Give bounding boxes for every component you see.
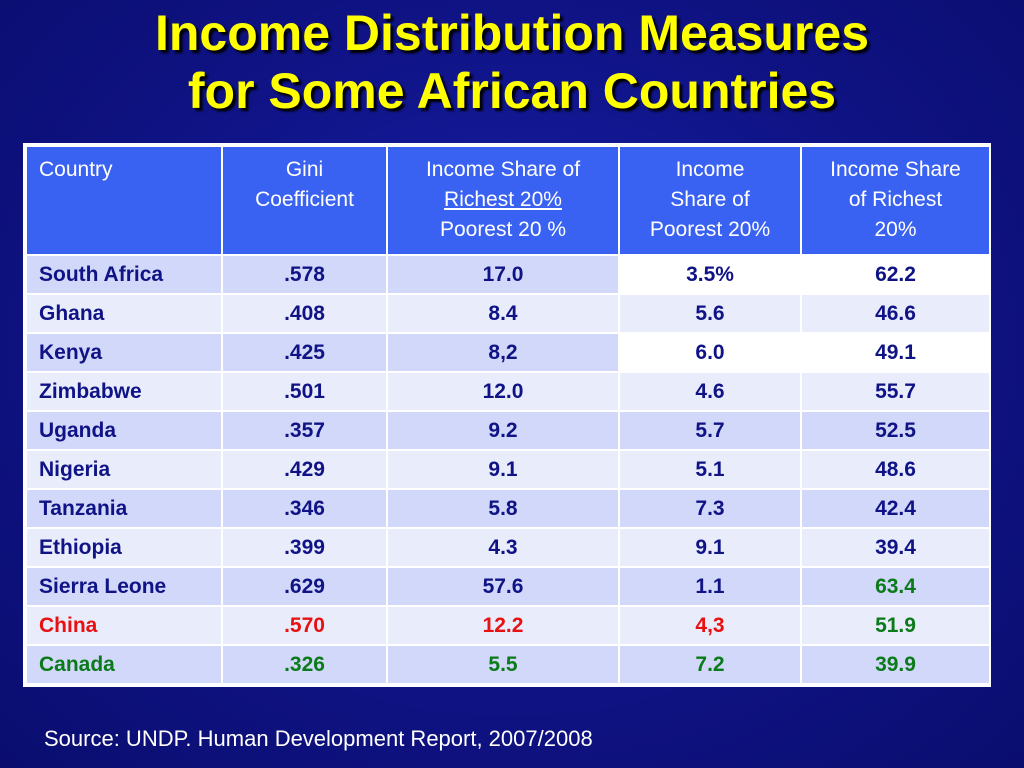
cell-country: Kenya — [25, 332, 223, 373]
table-row: Uganda .357 9.2 5.7 52.5 — [25, 410, 991, 451]
cell-gini: .357 — [221, 410, 388, 451]
cell-gini: .326 — [221, 644, 388, 685]
cell-poorest: 5.6 — [618, 293, 802, 334]
cell-country: Nigeria — [25, 449, 223, 490]
cell-gini: .570 — [221, 605, 388, 646]
cell-richest: 55.7 — [800, 371, 991, 412]
cell-ratio: 8.4 — [386, 293, 620, 334]
table-row: South Africa .578 17.0 3.5% 62.2 — [25, 254, 991, 295]
cell-country: Ghana — [25, 293, 223, 334]
cell-richest: 52.5 — [800, 410, 991, 451]
table-row: Ethiopia .399 4.3 9.1 39.4 — [25, 527, 991, 568]
cell-poorest: 3.5% — [618, 254, 802, 295]
table-row: Kenya .425 8,2 6.0 49.1 — [25, 332, 991, 373]
cell-gini: .425 — [221, 332, 388, 373]
cell-poorest: 9.1 — [618, 527, 802, 568]
cell-richest: 39.4 — [800, 527, 991, 568]
cell-ratio: 17.0 — [386, 254, 620, 295]
title-line-1: Income Distribution Measures — [154, 5, 870, 61]
cell-poorest: 7.3 — [618, 488, 802, 529]
cell-richest: 51.9 — [800, 605, 991, 646]
header-income-ratio: Income Share of Richest 20% Poorest 20 % — [386, 145, 620, 256]
cell-poorest: 5.7 — [618, 410, 802, 451]
cell-ratio: 9.2 — [386, 410, 620, 451]
cell-richest: 39.9 — [800, 644, 991, 685]
table-header-row: Country Gini Coefficient Income Share of… — [25, 145, 991, 256]
table-row: Canada .326 5.5 7.2 39.9 — [25, 644, 991, 685]
source-note: Source: UNDP. Human Development Report, … — [44, 726, 593, 751]
cell-country: Ethiopia — [25, 527, 223, 568]
table-row: Nigeria .429 9.1 5.1 48.6 — [25, 449, 991, 490]
cell-gini: .578 — [221, 254, 388, 295]
table-row: Ghana .408 8.4 5.6 46.6 — [25, 293, 991, 334]
cell-country: South Africa — [25, 254, 223, 295]
cell-poorest: 1.1 — [618, 566, 802, 607]
income-table: Country Gini Coefficient Income Share of… — [23, 143, 991, 687]
cell-poorest: 5.1 — [618, 449, 802, 490]
table-row: Tanzania .346 5.8 7.3 42.4 — [25, 488, 991, 529]
cell-poorest: 6.0 — [618, 332, 802, 373]
cell-richest: 63.4 — [800, 566, 991, 607]
cell-gini: .346 — [221, 488, 388, 529]
cell-richest: 62.2 — [800, 254, 991, 295]
cell-ratio: 9.1 — [386, 449, 620, 490]
table-row: Zimbabwe .501 12.0 4.6 55.7 — [25, 371, 991, 412]
cell-country: Canada — [25, 644, 223, 685]
cell-gini: .429 — [221, 449, 388, 490]
slide-title: Income Distribution Measures for Some Af… — [0, 4, 1024, 120]
cell-ratio: 8,2 — [386, 332, 620, 373]
cell-country: Zimbabwe — [25, 371, 223, 412]
header-poorest-share: Income Share of Poorest 20% — [618, 145, 802, 256]
cell-ratio: 5.5 — [386, 644, 620, 685]
header-gini: Gini Coefficient — [221, 145, 388, 256]
table-row: Sierra Leone .629 57.6 1.1 63.4 — [25, 566, 991, 607]
cell-ratio: 12.2 — [386, 605, 620, 646]
cell-richest: 48.6 — [800, 449, 991, 490]
cell-ratio: 4.3 — [386, 527, 620, 568]
cell-country: Sierra Leone — [25, 566, 223, 607]
cell-gini: .629 — [221, 566, 388, 607]
cell-country: China — [25, 605, 223, 646]
cell-ratio: 5.8 — [386, 488, 620, 529]
cell-poorest: 4.6 — [618, 371, 802, 412]
cell-ratio: 57.6 — [386, 566, 620, 607]
cell-richest: 49.1 — [800, 332, 991, 373]
table-row: China .570 12.2 4,3 51.9 — [25, 605, 991, 646]
cell-country: Tanzania — [25, 488, 223, 529]
header-richest-share: Income Share of Richest 20% — [800, 145, 991, 256]
title-line-2: for Some African Countries — [187, 63, 837, 119]
header-country: Country — [25, 145, 223, 256]
cell-poorest: 4,3 — [618, 605, 802, 646]
cell-richest: 42.4 — [800, 488, 991, 529]
cell-poorest: 7.2 — [618, 644, 802, 685]
cell-richest: 46.6 — [800, 293, 991, 334]
cell-gini: .399 — [221, 527, 388, 568]
cell-gini: .501 — [221, 371, 388, 412]
cell-country: Uganda — [25, 410, 223, 451]
cell-gini: .408 — [221, 293, 388, 334]
cell-ratio: 12.0 — [386, 371, 620, 412]
